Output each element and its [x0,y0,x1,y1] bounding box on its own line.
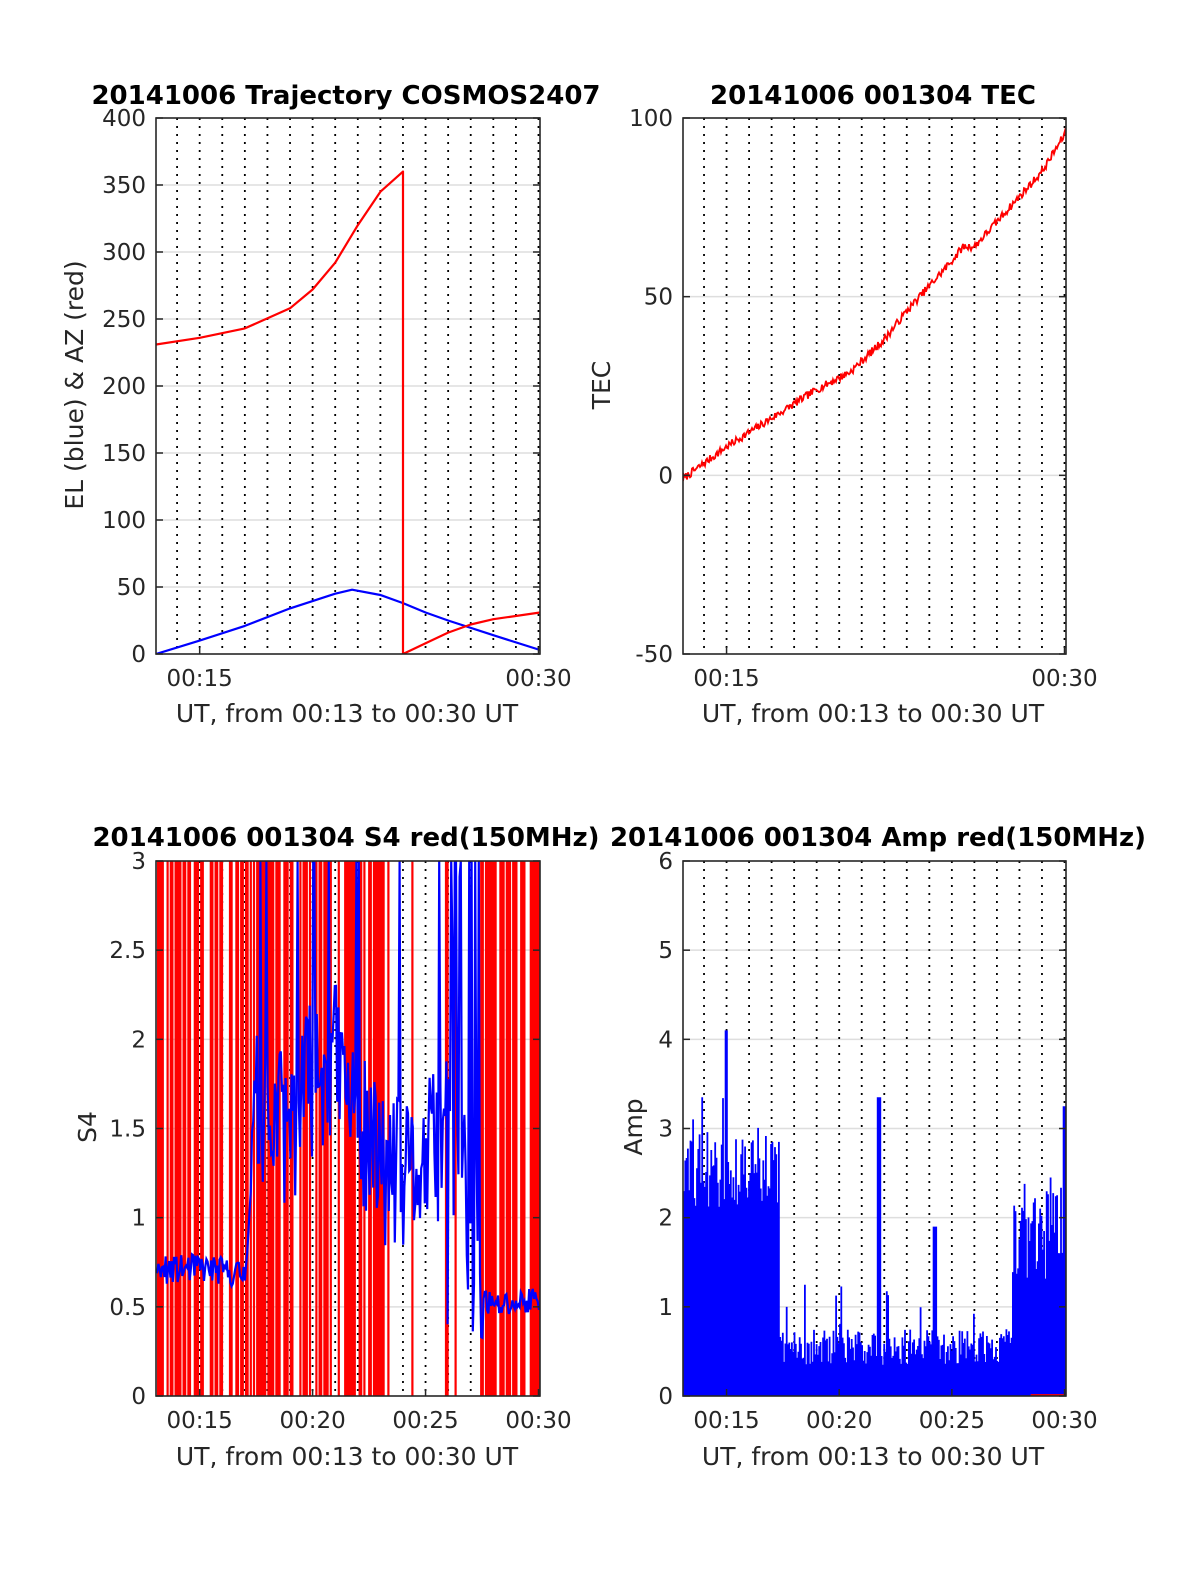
trajectory-ytick-label: 300 [102,240,146,266]
trajectory-xtick-label: 00:15 [167,666,233,692]
trajectory-ylabel: EL (blue) & AZ (red) [60,260,89,509]
s4-ytick-label: 0.5 [109,1295,146,1321]
trajectory-ytick-label: 150 [102,441,146,467]
tec-xtick-label: 00:15 [693,666,759,692]
s4-ytick-label: 2.5 [109,938,146,964]
amp-title: 20141006 001304 Amp red(150MHz) [610,823,1146,853]
amp-ytick-label: 2 [658,1206,673,1232]
s4-blue-series [156,861,540,1340]
s4-xlabel: UT, from 00:13 to 00:30 UT [176,1442,519,1471]
amp-blue-series [683,1030,1066,1396]
s4-ytick-label: 1 [131,1206,146,1232]
s4-ytick-label: 3 [131,849,146,875]
tec-ytick-label: 50 [644,285,673,311]
s4-axes: 0 0.5 1 1.5 2 2.5 3 00:15 00:20 00:25 00:30 [109,849,571,1434]
s4-ytick-label: 0 [131,1384,146,1410]
trajectory-xtick-label: 00:30 [505,666,571,692]
amp-ytick-label: 3 [658,1117,673,1143]
trajectory-xlabel: UT, from 00:13 to 00:30 UT [176,699,519,728]
tec-ylabel: TEC [587,361,616,411]
amp-xtick-label: 00:20 [806,1408,872,1434]
amp-ytick-label: 5 [658,938,673,964]
s4-xtick-label: 00:15 [167,1408,233,1434]
amp-ylabel: Amp [619,1098,648,1155]
tec-axes-frame [682,117,1067,655]
trajectory-az-series [156,170,540,654]
s4-ytick-label: 1.5 [109,1117,146,1143]
amp-ytick-label: 6 [658,849,673,875]
trajectory-axes: 0 50 100 150 200 250 300 350 400 00:15 00:30 [102,106,572,692]
trajectory-ytick-label: 100 [102,508,146,534]
tec-series [683,127,1066,482]
s4-xtick-label: 00:30 [505,1408,571,1434]
amp-xtick-label: 00:25 [919,1408,985,1434]
amp-ytick-label: 4 [658,1027,673,1053]
tec-xlabel: UT, from 00:13 to 00:30 UT [702,699,1045,728]
tec-title: 20141006 001304 TEC [710,81,1036,111]
tec-panel: 20141006 001304 TEC UT, from 00:13 to 00… [587,81,1098,728]
trajectory-ytick-label: 0 [131,642,146,668]
s4-title: 20141006 001304 S4 red(150MHz) [92,823,599,853]
amp-xtick-label: 00:30 [1031,1408,1097,1434]
trajectory-ytick-label: 400 [102,106,146,132]
tec-ytick-label: -50 [635,642,673,668]
amp-axes: 0 1 2 3 4 5 6 00:15 00:20 00:25 00:30 [658,849,1097,1434]
trajectory-ytick-label: 50 [117,575,146,601]
s4-panel: 20141006 001304 S4 red(150MHz) UT, from … [73,823,600,1471]
trajectory-ytick-label: 350 [102,173,146,199]
amp-panel: 20141006 001304 Amp red(150MHz) UT, from… [610,823,1146,1471]
amp-ytick-label: 0 [658,1384,673,1410]
trajectory-title: 20141006 Trajectory COSMOS2407 [91,81,600,111]
trajectory-ytick-label: 200 [102,374,146,400]
s4-ylabel: S4 [73,1111,102,1143]
tec-xtick-label: 00:30 [1031,666,1097,692]
trajectory-panel: 20141006 Trajectory COSMOS2407 UT, from … [60,81,601,728]
s4-xtick-label: 00:20 [279,1408,345,1434]
trajectory-ytick-label: 250 [102,307,146,333]
tec-axes: -50 0 50 100 00:15 00:30 [629,106,1098,692]
amp-plot-area [683,1030,1066,1396]
amp-xlabel: UT, from 00:13 to 00:30 UT [702,1442,1045,1471]
trajectory-plot-area [156,170,540,654]
trajectory-el-series [156,588,540,654]
s4-xtick-label: 00:25 [392,1408,458,1434]
amp-xtick-label: 00:15 [693,1408,759,1434]
amp-ytick-label: 1 [658,1295,673,1321]
tec-ytick-label: 100 [629,106,673,132]
tec-plot-area [683,127,1066,482]
s4-ytick-label: 2 [131,1027,146,1053]
tec-ytick-label: 0 [658,463,673,489]
